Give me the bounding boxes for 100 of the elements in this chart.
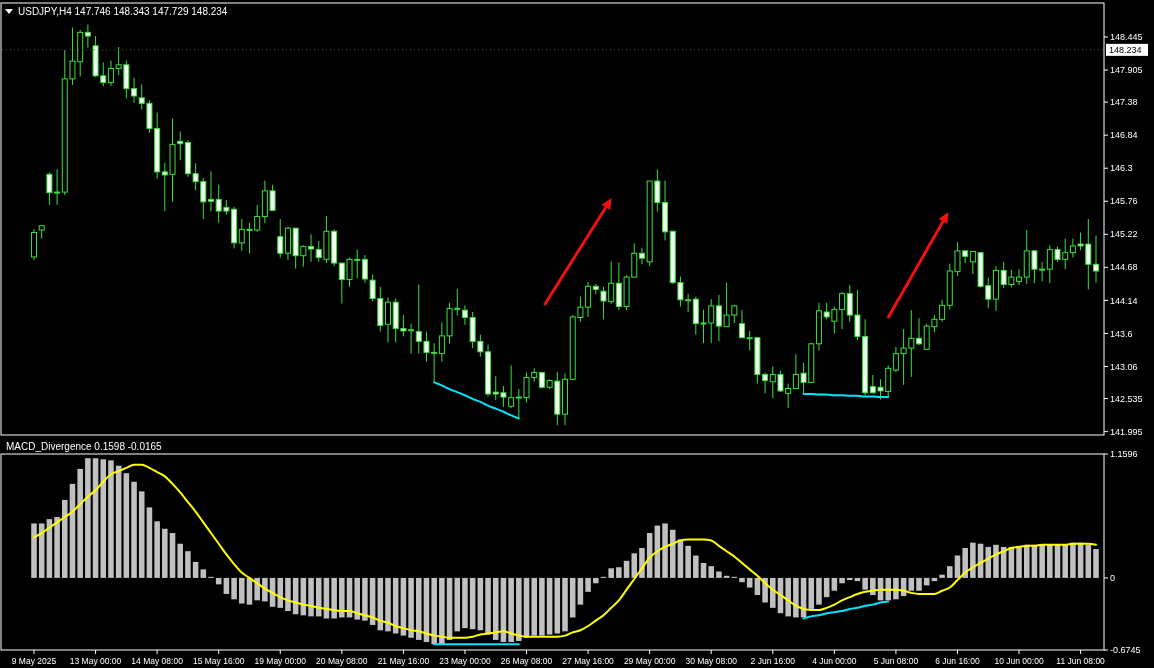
bar (185, 551, 191, 578)
x-tick-label: 2 Jun 16:00 (750, 656, 796, 666)
bar (862, 577, 868, 590)
bar (477, 577, 484, 631)
bar (1016, 545, 1022, 578)
bar (1085, 544, 1092, 578)
candlestick (839, 291, 846, 330)
candlestick (1016, 268, 1023, 286)
bar (454, 577, 461, 632)
y-tick-label: 143.6 (1110, 328, 1133, 339)
bar (354, 577, 360, 620)
x-tick-label: 15 May 16:00 (192, 656, 245, 666)
bar (138, 491, 145, 578)
y-tick-label: 146.84 (1110, 130, 1138, 141)
y-tick-label: 143.06 (1110, 361, 1138, 372)
candlestick (638, 247, 645, 265)
bar (739, 577, 745, 583)
bar (85, 458, 91, 578)
bar (631, 553, 638, 578)
bar (1062, 544, 1068, 578)
y-tick-label: 144.14 (1110, 295, 1138, 306)
bar (816, 577, 822, 605)
bar (516, 577, 522, 641)
bar (1039, 544, 1045, 578)
bar (546, 577, 553, 635)
bar (439, 577, 445, 645)
bar (1093, 549, 1099, 578)
bar (162, 528, 168, 578)
bar (431, 577, 437, 645)
bar (508, 577, 514, 643)
bar (1047, 544, 1053, 578)
bar (585, 577, 591, 592)
bar (277, 577, 284, 608)
candlestick (739, 309, 745, 339)
y-tick-label: 141.995 (1110, 426, 1143, 437)
bar (62, 499, 68, 578)
x-tick-label: 10 Jun 00:00 (994, 656, 1044, 666)
bar (469, 577, 476, 630)
y-tick-label: -0.6745 (1110, 645, 1141, 656)
bar (77, 468, 83, 578)
bar (685, 545, 691, 578)
bar (785, 577, 791, 617)
bar (962, 548, 968, 578)
bar (616, 567, 622, 578)
bar (693, 555, 699, 578)
candlestick (177, 131, 184, 161)
candlestick (461, 304, 468, 326)
bar (192, 561, 199, 578)
bar (839, 577, 845, 584)
bar (716, 571, 722, 578)
bar (285, 577, 291, 612)
candlestick (277, 218, 284, 259)
y-tick-label: 144.68 (1110, 262, 1138, 273)
chart-title: MACD_Divergence 0.1598 -0.0165 (6, 441, 163, 452)
bar (662, 523, 668, 578)
bar (331, 577, 337, 619)
x-tick-label: 26 May 08:00 (500, 656, 553, 666)
bar (908, 577, 915, 591)
bar (562, 577, 568, 632)
chart-title: USDJPY,H4 147.746 148.343 147.729 148.234 (18, 6, 228, 17)
x-tick-label: 30 May 08:00 (685, 656, 738, 666)
bar (577, 577, 584, 605)
y-tick-label: 147.38 (1110, 97, 1138, 108)
bar (131, 481, 137, 578)
ref-line-label: 148.234 (1109, 45, 1142, 56)
bar (231, 577, 237, 600)
line-series (33, 463, 1097, 639)
bar (893, 577, 899, 600)
x-tick-label: 6 Jun 16:00 (935, 656, 980, 666)
bar (100, 459, 107, 578)
x-tick-label: 9 May 2025 (11, 656, 57, 666)
bar (993, 544, 999, 578)
bar (669, 529, 676, 578)
bar (315, 577, 322, 617)
bar (462, 577, 468, 629)
bar (939, 574, 945, 578)
bar (146, 507, 153, 578)
x-tick-label: 11 Jun 08:00 (1056, 656, 1106, 666)
bar (385, 577, 391, 632)
bar (54, 517, 60, 578)
candlestick (916, 317, 922, 346)
bar (916, 577, 922, 591)
bar (177, 543, 183, 578)
bar (970, 542, 976, 578)
bar (31, 523, 37, 578)
bar (770, 577, 776, 608)
bar (200, 569, 207, 578)
candlestick (385, 296, 391, 344)
y-tick-label: 142.535 (1110, 393, 1143, 404)
candlestick (361, 254, 368, 284)
candlestick (308, 233, 315, 263)
bar (885, 577, 891, 601)
bar (947, 566, 953, 578)
bar (416, 577, 422, 640)
bar (308, 577, 314, 617)
x-tick-label: 21 May 16:00 (377, 656, 430, 666)
bar (154, 521, 160, 578)
bar (108, 460, 114, 578)
x-tick-label: 29 May 00:00 (623, 656, 676, 666)
y-tick-label: 146.3 (1110, 163, 1133, 174)
